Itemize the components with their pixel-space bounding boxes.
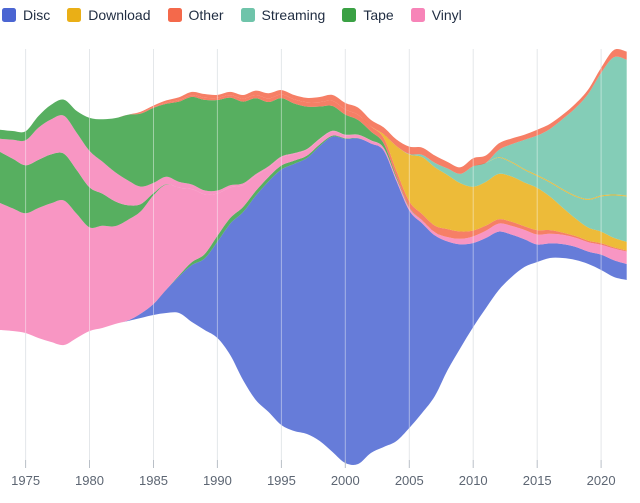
legend-swatch-vinyl bbox=[410, 8, 425, 22]
axis-label-2000: 2000 bbox=[331, 473, 360, 488]
area-cassette[interactable] bbox=[0, 96, 627, 252]
legend-label: Disc bbox=[23, 7, 51, 23]
legend: Disc Download Other Streaming Tape Vinyl bbox=[2, 7, 462, 23]
axis-label-1985: 1985 bbox=[139, 473, 168, 488]
legend-item-vinyl[interactable]: Vinyl bbox=[410, 7, 462, 23]
axis-label-1975: 1975 bbox=[11, 473, 40, 488]
area-streaming-top[interactable] bbox=[0, 56, 627, 199]
axis-label-1995: 1995 bbox=[267, 473, 296, 488]
legend-label: Streaming bbox=[261, 7, 326, 23]
legend-swatch-disc bbox=[2, 8, 16, 22]
axis-label-1990: 1990 bbox=[203, 473, 232, 488]
legend-label: Other bbox=[188, 7, 224, 23]
legend-label: Tape bbox=[363, 7, 394, 23]
area-disc[interactable] bbox=[0, 136, 627, 465]
stream-areas bbox=[0, 49, 627, 465]
area-download[interactable] bbox=[0, 94, 627, 251]
legend-item-download[interactable]: Download bbox=[67, 7, 151, 23]
axis-label-2015: 2015 bbox=[523, 473, 552, 488]
area-streaming-low[interactable] bbox=[0, 94, 627, 242]
area-lp-ep[interactable] bbox=[0, 131, 627, 346]
legend-label: Download bbox=[88, 7, 151, 23]
axis-label-2020: 2020 bbox=[587, 473, 616, 488]
legend-item-streaming[interactable]: Streaming bbox=[240, 7, 326, 23]
axis-label-2005: 2005 bbox=[395, 473, 424, 488]
legend-swatch-tape bbox=[342, 8, 357, 22]
axis-label-1980: 1980 bbox=[75, 473, 104, 488]
area-vinyl-single[interactable] bbox=[0, 115, 627, 252]
legend-item-tape[interactable]: Tape bbox=[342, 7, 394, 23]
legend-swatch-streaming bbox=[240, 8, 255, 22]
legend-item-disc[interactable]: Disc bbox=[2, 7, 50, 23]
legend-swatch-download bbox=[67, 8, 82, 22]
axis-label-2010: 2010 bbox=[459, 473, 488, 488]
legend-label: Vinyl bbox=[431, 7, 462, 23]
x-axis: 1975 1980 1985 1990 1995 2000 2005 2010 2015 2020 bbox=[11, 460, 616, 488]
legend-item-other[interactable]: Other bbox=[167, 7, 224, 23]
legend-swatch-other bbox=[167, 8, 182, 22]
